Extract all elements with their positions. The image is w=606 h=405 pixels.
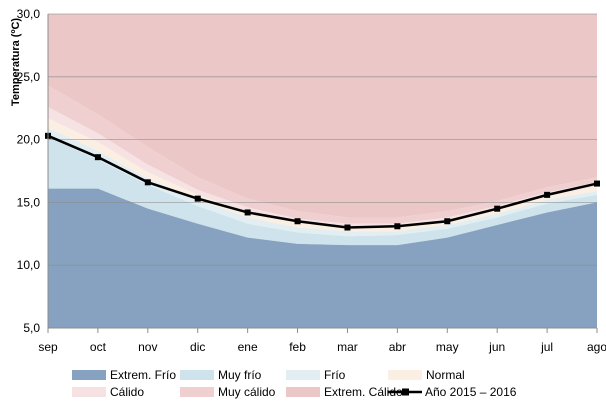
legend-swatch-5 bbox=[180, 387, 214, 397]
band-area-1 bbox=[48, 137, 597, 246]
x-tick-label-ago: ago bbox=[587, 340, 606, 354]
band-area-6 bbox=[48, 14, 597, 218]
x-tick-label-may: may bbox=[436, 340, 459, 354]
y-tick-label: 25,0 bbox=[17, 70, 41, 84]
series-line-0 bbox=[47, 134, 598, 229]
data-point-may bbox=[444, 218, 451, 225]
y-axis-label: Temperatura (ºC) bbox=[10, 18, 22, 106]
x-tick-label-mar: mar bbox=[337, 340, 358, 354]
x-tick-label-jul: jul bbox=[540, 340, 553, 354]
x-tick-label-nov: nov bbox=[138, 340, 157, 354]
data-point-ago bbox=[594, 180, 600, 187]
x-tick-label-ene: ene bbox=[238, 340, 258, 354]
legend: Extrem. Frío Muy frío Frío Normal Cálido Muy … bbox=[72, 368, 517, 399]
data-point-nov bbox=[144, 179, 151, 186]
legend-label-4: Cálido bbox=[110, 385, 144, 399]
data-point-jun bbox=[494, 205, 501, 212]
x-tick-label-oct: oct bbox=[90, 340, 107, 354]
y-tick-label: 30,0 bbox=[17, 7, 41, 21]
y-tick-label: 5,0 bbox=[23, 321, 40, 335]
legend-swatch-2 bbox=[286, 370, 320, 380]
legend-label-0: Extrem. Frío bbox=[110, 368, 176, 382]
x-tick-label-jun: jun bbox=[488, 340, 505, 354]
legend-label-2: Frío bbox=[324, 368, 346, 382]
legend-label-3: Normal bbox=[426, 368, 465, 382]
y-tick-label: 20,0 bbox=[17, 133, 41, 147]
legend-label-1: Muy frío bbox=[218, 368, 262, 382]
legend-swatch-3 bbox=[388, 370, 422, 380]
legend-swatch-1 bbox=[180, 370, 214, 380]
data-point-dic bbox=[194, 195, 201, 202]
data-point-jul bbox=[544, 191, 551, 198]
legend-swatch-6 bbox=[286, 387, 320, 397]
legend-point-marker bbox=[402, 388, 409, 396]
band-area-5 bbox=[48, 85, 597, 224]
y-tick-label: 10,0 bbox=[17, 258, 41, 272]
legend-label-6: Extrem. Cálido bbox=[324, 385, 403, 399]
data-point-mar bbox=[344, 224, 351, 231]
band-area-0 bbox=[48, 188, 597, 328]
data-point-ene bbox=[244, 209, 251, 216]
band-areas bbox=[48, 14, 597, 328]
x-tick-label-sep: sep bbox=[38, 340, 58, 354]
data-point-abr bbox=[394, 223, 401, 230]
data-point-feb bbox=[294, 218, 301, 225]
x-tick-label-feb: feb bbox=[289, 340, 306, 354]
data-point-oct bbox=[94, 154, 101, 161]
x-tick-label-dic: dic bbox=[190, 340, 205, 354]
legend-label-7: Año 2015 – 2016 bbox=[425, 385, 517, 399]
legend-label-5: Muy cálido bbox=[218, 385, 276, 399]
legend-swatch-4 bbox=[72, 387, 106, 397]
legend-swatch-0 bbox=[72, 370, 106, 380]
y-tick-label: 15,0 bbox=[17, 195, 41, 209]
axes: 5,0 10,0 15,0 20,0 25,0 30,0 sep oct nov dic ene fe… bbox=[17, 7, 606, 354]
x-tick-label-abr: abr bbox=[389, 340, 406, 354]
series-lines bbox=[45, 132, 600, 231]
